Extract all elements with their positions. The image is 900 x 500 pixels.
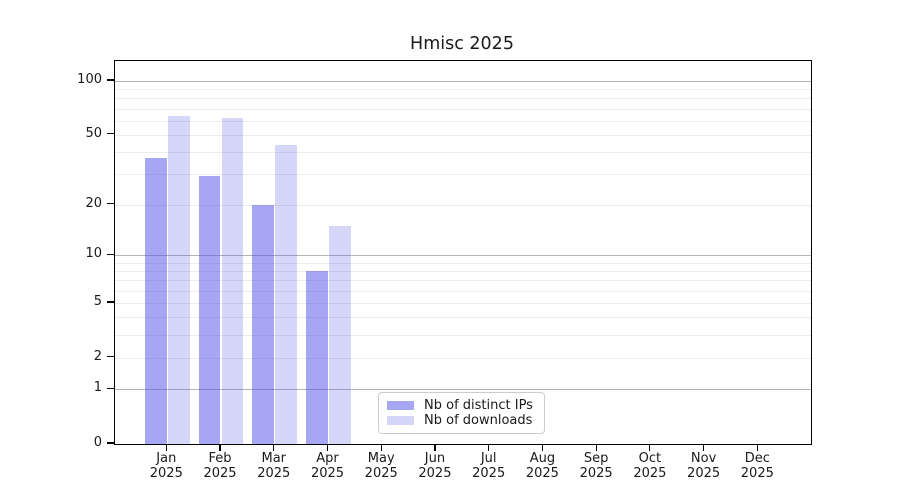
bar-distinct-ips [306, 271, 328, 444]
gridline-minor [115, 204, 811, 206]
bar-distinct-ips [144, 157, 167, 444]
x-tick [434, 444, 436, 451]
y-tick [107, 301, 114, 303]
x-tick-label: Jul 2025 [472, 451, 506, 481]
x-tick-label: May 2025 [364, 451, 398, 481]
y-tick-label: 0 [93, 435, 102, 450]
x-tick [541, 444, 543, 451]
x-tick [165, 444, 167, 451]
y-tick-label: 5 [93, 294, 102, 310]
gridline-minor [115, 262, 811, 264]
y-tick-label: 10 [85, 246, 102, 262]
x-tick-label: Apr 2025 [310, 451, 345, 481]
y-tick [107, 355, 114, 358]
y-tick [107, 253, 114, 255]
gridline-minor [115, 317, 811, 319]
chart-title: Hmisc 2025 [410, 34, 514, 54]
bar-distinct-ips [198, 176, 221, 444]
y-tick [107, 387, 114, 390]
x-tick-label: Feb 2025 [203, 451, 237, 481]
gridline-minor [115, 134, 811, 136]
gridline-major [115, 80, 811, 82]
legend-item-downloads: Nb of downloads [387, 413, 535, 428]
bar-downloads [329, 225, 351, 444]
gridline-minor [115, 271, 811, 273]
legend-swatch-distinct-ips [387, 401, 414, 410]
bar-downloads [221, 118, 244, 444]
x-tick [756, 444, 758, 451]
gridline-minor [115, 303, 811, 305]
gridline-minor [115, 151, 811, 153]
gridline-minor [115, 357, 811, 359]
x-tick [703, 444, 705, 451]
gridline-minor [115, 120, 811, 122]
gridline-minor [115, 98, 811, 100]
x-tick [595, 444, 597, 451]
y-tick-label: 50 [85, 125, 102, 141]
gridline-minor [115, 280, 811, 282]
x-tick [273, 444, 275, 451]
x-tick-label: Jan 2025 [149, 451, 183, 481]
x-tick-label: Aug 2025 [525, 451, 559, 481]
x-tick-label: Sep 2025 [579, 451, 613, 481]
x-tick [380, 444, 382, 451]
bar-downloads [167, 115, 190, 444]
gridline-minor [115, 334, 811, 336]
x-tick-label: Mar 2025 [257, 451, 291, 481]
y-tick-label: 100 [77, 71, 102, 87]
gridline-minor [115, 108, 811, 110]
plot-area [114, 60, 812, 445]
y-tick [107, 133, 114, 135]
gridline-minor [115, 173, 811, 175]
bar-distinct-ips [252, 204, 275, 444]
legend-label-distinct-ips: Nb of distinct IPs [424, 398, 533, 413]
x-tick [649, 444, 651, 451]
x-tick-label: Oct 2025 [633, 451, 667, 481]
legend-swatch-downloads [387, 416, 414, 425]
y-tick [107, 202, 114, 205]
y-tick-label: 1 [93, 380, 102, 396]
x-tick [326, 444, 329, 451]
y-tick-label: 20 [85, 195, 102, 211]
x-tick-label: Jun 2025 [418, 451, 452, 481]
y-tick-label: 2 [93, 348, 102, 364]
bar-downloads [275, 144, 298, 444]
y-tick [107, 79, 114, 81]
x-tick-label: Dec 2025 [740, 451, 774, 481]
legend: Nb of distinct IPs Nb of downloads [378, 392, 545, 434]
legend-label-downloads: Nb of downloads [424, 413, 533, 428]
legend-item-distinct-ips: Nb of distinct IPs [387, 398, 535, 413]
gridline-major [115, 389, 811, 391]
gridline-major [115, 255, 811, 257]
x-tick [488, 444, 490, 451]
x-tick [219, 444, 221, 451]
gridline-minor [115, 290, 811, 292]
x-tick-label: Nov 2025 [687, 451, 721, 481]
gridline-minor [115, 89, 811, 91]
y-tick [107, 442, 114, 444]
